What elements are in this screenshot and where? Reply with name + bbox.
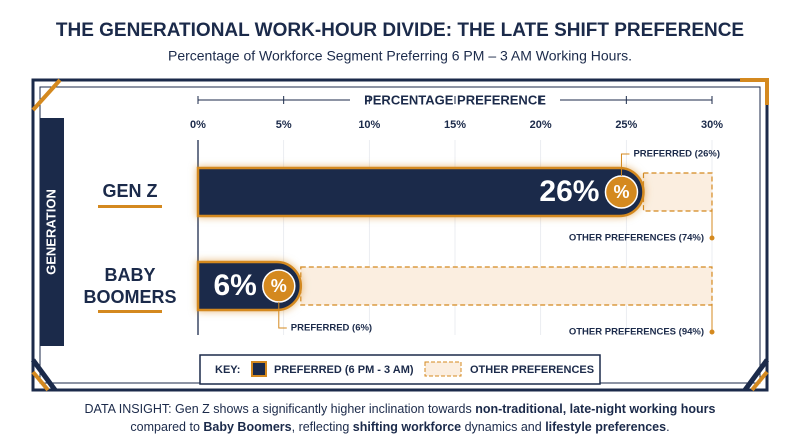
annotation: OTHER PREFERENCES (74%) <box>569 233 704 244</box>
x-tick-label: 25% <box>615 119 637 131</box>
legend-label: OTHER PREFERENCES <box>470 364 594 376</box>
chart-title: THE GENERATIONAL WORK-HOUR DIVIDE: THE L… <box>56 20 744 41</box>
value-label: 6% <box>213 269 256 302</box>
insight-segment: shifting workforce <box>353 420 461 434</box>
x-tick-label: 20% <box>530 119 552 131</box>
insight-segment: . <box>666 420 669 434</box>
category-label: BABY BOOMERS <box>83 265 176 307</box>
x-tick-label: 10% <box>358 119 380 131</box>
bar-preferred <box>196 166 645 218</box>
insight-line: DATA INSIGHT: Gen Z shows a significantl… <box>85 402 716 416</box>
badge-symbol: % <box>271 276 287 296</box>
insight-segment: DATA INSIGHT: Gen Z shows a significantl… <box>85 402 476 416</box>
annotation: PREFERRED (26%) <box>633 149 720 160</box>
annotation: OTHER PREFERENCES (94%) <box>569 327 704 338</box>
value-label: 26% <box>539 175 599 208</box>
bar-other <box>642 172 713 212</box>
annotation-leader <box>620 153 630 176</box>
category-underline <box>98 205 162 208</box>
annotation-dot <box>709 235 715 241</box>
x-tick-label: 0% <box>190 119 206 131</box>
insight-line: compared to Baby Boomers, reflecting shi… <box>130 420 669 434</box>
insight-segment: dynamics and <box>461 420 545 434</box>
chart-subtitle: Percentage of Workforce Segment Preferri… <box>168 48 632 64</box>
y-label-band <box>40 118 64 346</box>
insight-segment: lifestyle preferences <box>545 420 666 434</box>
insight-segment: non-traditional, late-night working hour… <box>475 402 715 416</box>
badge-symbol: % <box>613 182 629 202</box>
x-tick-label: 15% <box>444 119 466 131</box>
annotation-leader <box>278 302 287 329</box>
legend-swatch <box>251 361 267 377</box>
legend-title: KEY: <box>215 364 240 376</box>
x-tick-label: 30% <box>701 119 723 131</box>
y-axis-label: GENERATION <box>43 189 58 275</box>
insight-segment: compared to <box>130 420 203 434</box>
insight-segment: Baby Boomers <box>203 420 291 434</box>
category-underline <box>98 310 162 313</box>
legend-swatch <box>424 361 462 377</box>
annotation: PREFERRED (6%) <box>291 323 372 334</box>
insight-segment: , reflecting <box>292 420 353 434</box>
x-tick-label: 5% <box>276 119 292 131</box>
bar-other <box>300 266 713 306</box>
category-label: GEN Z <box>102 181 157 201</box>
annotation-dot <box>709 329 715 335</box>
legend-label: PREFERRED (6 PM - 3 AM) <box>274 364 414 376</box>
